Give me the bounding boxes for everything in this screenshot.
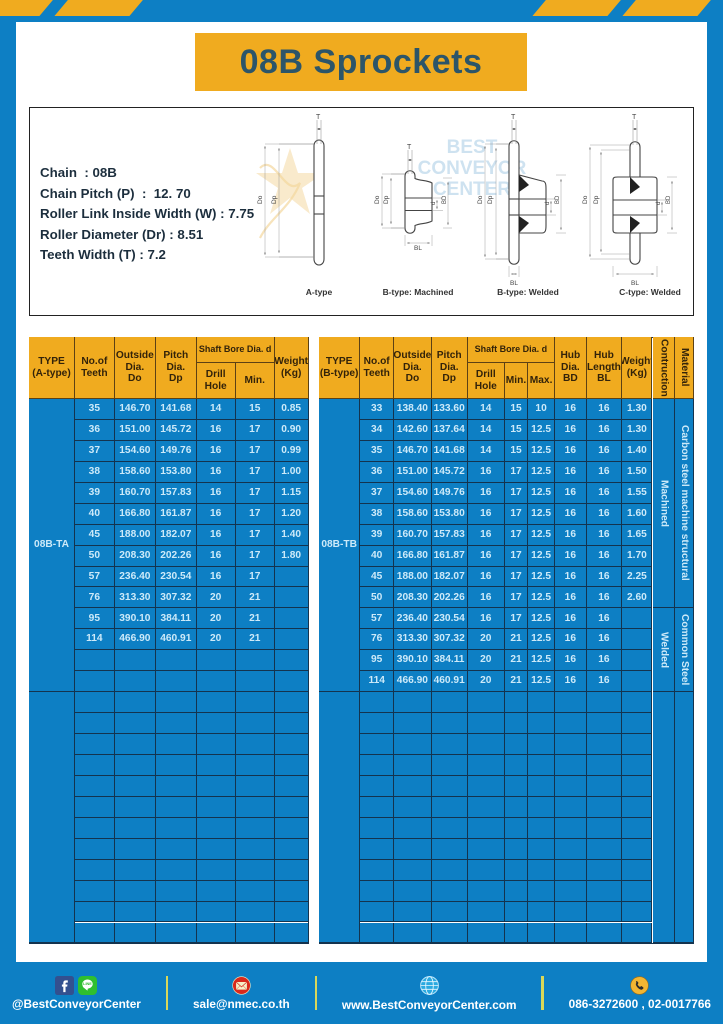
svg-text:Dp: Dp [487,195,494,204]
svg-text:Dp: Dp [271,195,278,204]
svg-text:A-type: A-type [306,287,333,297]
svg-text:C-type: Welded: C-type: Welded [619,287,681,297]
svg-text:LINE: LINE [84,982,93,986]
svg-text:T: T [316,114,321,121]
svg-text:BEST: BEST [447,137,498,158]
svg-text:Dp: Dp [593,195,600,204]
svg-text:T: T [511,114,516,121]
svg-text:Do: Do [257,195,264,204]
svg-text:B-type: Machined: B-type: Machined [383,287,454,297]
svg-text:BD: BD [442,195,448,204]
svg-text:BL: BL [414,245,422,252]
svg-text:T: T [407,144,412,151]
svg-text:Do: Do [477,195,484,204]
svg-text:d: d [656,202,662,205]
svg-text:Do: Do [582,195,589,204]
svg-text:T: T [632,114,637,121]
svg-text:d: d [545,202,551,205]
svg-text:Do: Do [374,195,381,204]
svg-text:BD: BD [666,195,672,204]
svg-text:BL: BL [631,280,639,287]
svg-text:d: d [431,202,437,205]
svg-text:B-type: Welded: B-type: Welded [497,287,559,297]
svg-text:BL: BL [510,280,518,287]
svg-text:Dp: Dp [383,195,390,204]
svg-text:BD: BD [555,195,561,204]
